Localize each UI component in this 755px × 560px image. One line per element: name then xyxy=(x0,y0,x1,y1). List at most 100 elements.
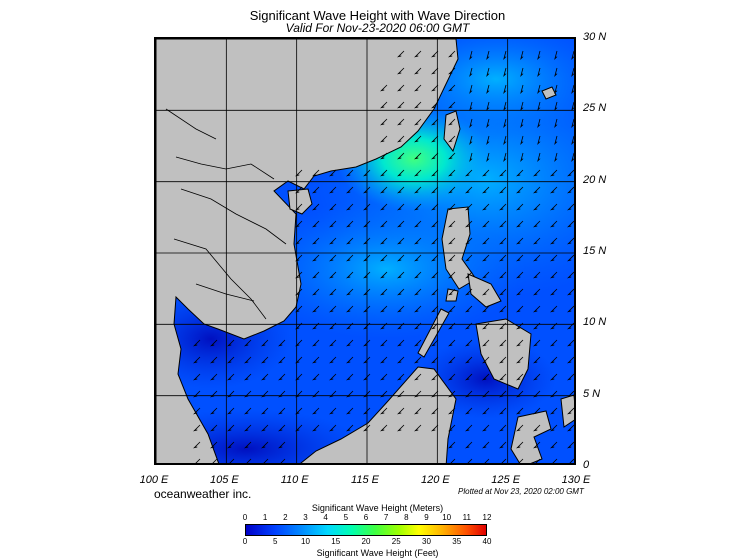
wave-arrow xyxy=(448,118,456,126)
land-ryukyu xyxy=(541,86,557,100)
wave-arrow xyxy=(516,169,524,177)
wave-arrow xyxy=(571,101,574,112)
wave-arrow xyxy=(210,424,218,432)
wave-arrow xyxy=(414,373,422,381)
wave-arrow xyxy=(363,424,371,432)
wave-arrow xyxy=(450,458,456,463)
wave-arrow xyxy=(448,390,456,398)
wave-arrow xyxy=(554,101,558,112)
wave-arrow xyxy=(448,152,456,160)
land-asia-mainland xyxy=(156,39,459,463)
wave-arrow xyxy=(486,50,490,61)
wave-arrow xyxy=(550,288,558,296)
lat-label: 5 N xyxy=(583,387,601,400)
wave-arrow xyxy=(346,305,354,313)
wave-arrow xyxy=(482,203,490,211)
wave-arrow xyxy=(567,441,574,449)
wave-arrow xyxy=(567,288,574,296)
wave-arrow xyxy=(465,373,473,381)
wave-arrow xyxy=(448,288,456,296)
wave-arrow xyxy=(465,254,473,262)
wave-arrow xyxy=(210,407,218,415)
land-mindanao xyxy=(475,318,532,390)
wave-arrow xyxy=(503,118,507,129)
wave-arrow xyxy=(520,152,524,163)
wave-arrow xyxy=(329,305,337,313)
lon-label: 110 E xyxy=(280,474,309,486)
wave-arrow xyxy=(465,271,473,279)
wave-arrow xyxy=(363,203,371,211)
wave-arrow xyxy=(503,135,507,146)
wave-arrow xyxy=(346,390,354,398)
wave-arrow xyxy=(448,305,456,313)
wave-arrow xyxy=(482,339,490,347)
wave-arrow xyxy=(414,84,422,92)
wave-arrow xyxy=(397,203,405,211)
wave-arrow xyxy=(554,67,558,78)
wave-arrow xyxy=(431,203,439,211)
wave-arrow xyxy=(380,152,388,160)
wave-arrow xyxy=(499,186,507,194)
wave-arrow xyxy=(550,407,558,415)
wave-arrow xyxy=(295,220,303,228)
wave-arrow xyxy=(346,288,354,296)
wave-height-colorbar xyxy=(245,524,487,536)
wave-arrow xyxy=(499,288,507,296)
wave-arrow xyxy=(210,356,218,364)
wave-arrow xyxy=(431,288,439,296)
wave-arrow xyxy=(482,305,490,313)
wave-arrow xyxy=(312,220,320,228)
wave-arrow xyxy=(569,458,574,463)
wave-arrow xyxy=(431,152,439,160)
wave-arrow xyxy=(414,271,422,279)
wave-arrow xyxy=(533,356,541,364)
wave-arrow xyxy=(414,203,422,211)
wave-arrow xyxy=(465,441,473,449)
wave-arrow xyxy=(516,322,524,330)
wave-arrow xyxy=(329,288,337,296)
wave-arrow xyxy=(520,84,524,95)
colorbar-tick: 25 xyxy=(391,537,401,546)
wave-arrow xyxy=(499,356,507,364)
wave-arrow xyxy=(346,254,354,262)
wave-arrow xyxy=(380,322,388,330)
wave-arrow xyxy=(499,373,507,381)
wave-arrow xyxy=(448,203,456,211)
wave-arrow xyxy=(431,50,439,58)
wave-arrow xyxy=(380,407,388,415)
wave-arrow xyxy=(397,118,405,126)
wave-arrow xyxy=(193,356,201,364)
wave-arrow xyxy=(261,356,269,364)
wave-arrow xyxy=(363,271,371,279)
wave-direction-arrows xyxy=(193,50,574,463)
lon-label: 120 E xyxy=(420,474,450,486)
wave-arrow xyxy=(414,67,422,75)
wave-arrow xyxy=(295,407,303,415)
wave-arrow xyxy=(193,339,201,347)
wave-arrow xyxy=(469,84,473,95)
wave-arrow xyxy=(431,169,439,177)
wave-arrow xyxy=(414,407,422,415)
wave-arrow xyxy=(414,322,422,330)
wave-arrow xyxy=(363,305,371,313)
wave-arrow xyxy=(533,305,541,313)
wave-arrow xyxy=(244,356,252,364)
wave-arrow xyxy=(482,220,490,228)
wave-arrow xyxy=(567,305,574,313)
wave-arrow xyxy=(295,186,303,194)
wave-arrow xyxy=(535,458,541,463)
wave-arrow xyxy=(380,288,388,296)
wave-arrow xyxy=(567,373,574,381)
wave-arrow xyxy=(465,407,473,415)
provider-credit: oceanweather inc. xyxy=(154,487,252,501)
wave-arrow xyxy=(397,356,405,364)
wave-arrow xyxy=(295,356,303,364)
wave-arrow xyxy=(397,84,405,92)
wave-arrow xyxy=(363,407,371,415)
wave-arrow xyxy=(537,50,541,61)
wave-arrow xyxy=(520,101,524,112)
wave-arrow xyxy=(518,458,524,463)
wave-arrow xyxy=(380,424,388,432)
wave-arrow xyxy=(295,305,303,313)
wave-arrow xyxy=(380,186,388,194)
